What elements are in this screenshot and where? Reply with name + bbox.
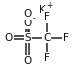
Text: F: F: [63, 33, 69, 43]
Text: S: S: [24, 33, 31, 43]
Text: -: -: [32, 14, 35, 23]
Text: O: O: [24, 56, 32, 66]
Text: K: K: [39, 5, 46, 15]
Text: C: C: [43, 33, 50, 43]
Text: O: O: [5, 33, 13, 43]
Text: O: O: [24, 9, 32, 19]
Text: +: +: [46, 1, 53, 10]
Text: O: O: [24, 18, 32, 28]
Text: F: F: [44, 53, 50, 63]
Text: F: F: [44, 12, 50, 22]
